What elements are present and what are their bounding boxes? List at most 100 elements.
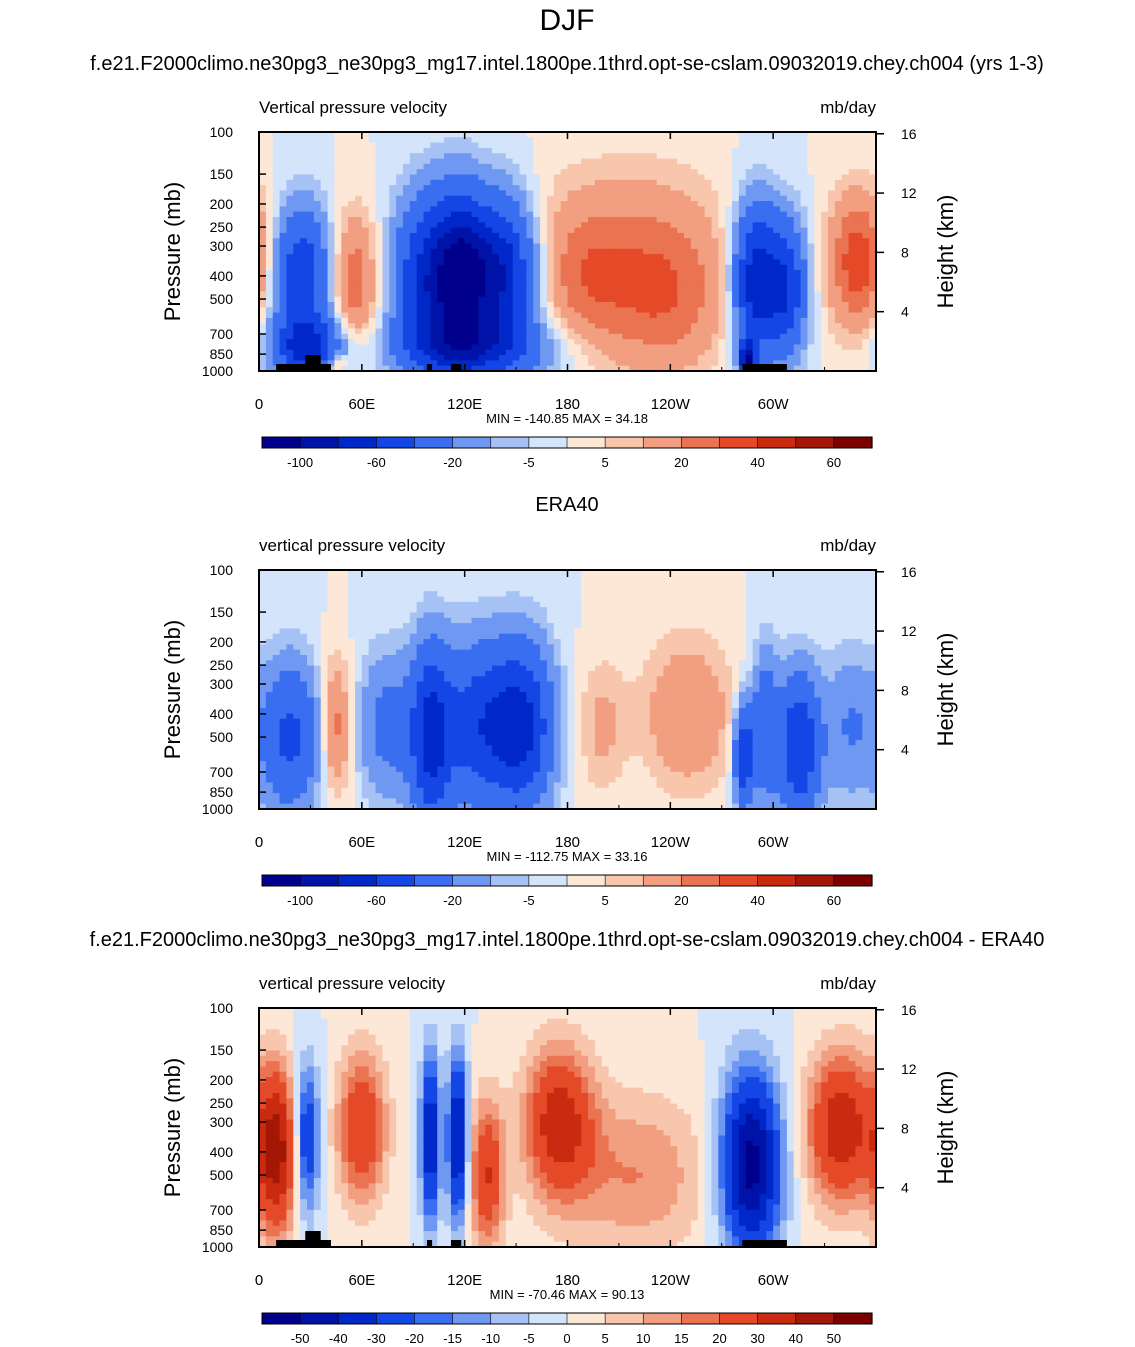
heatmap-cell — [361, 339, 370, 346]
heatmap-cell — [807, 163, 815, 170]
heatmap-cell — [588, 317, 596, 324]
heatmap-cell — [430, 275, 438, 282]
heatmap-cell — [300, 185, 308, 192]
heatmap-cell — [732, 601, 740, 608]
heatmap-cell — [259, 601, 267, 608]
heatmap-cell — [841, 211, 850, 218]
heatmap-cell — [265, 333, 274, 340]
heatmap-cell — [492, 137, 500, 144]
heatmap-cell — [560, 222, 569, 229]
heatmap-cell — [450, 190, 459, 197]
heatmap-cell — [766, 179, 774, 186]
heatmap-cell — [498, 349, 507, 356]
heatmap-cell — [581, 216, 589, 223]
heatmap-cell — [738, 580, 747, 587]
heatmap-cell — [766, 132, 774, 138]
heatmap-cell — [649, 206, 658, 213]
heatmap-cell — [601, 195, 610, 202]
heatmap-cell — [293, 612, 301, 619]
heatmap-cell — [704, 147, 713, 154]
heatmap-cell — [697, 323, 706, 330]
heatmap-cell — [560, 360, 569, 367]
heatmap-cell — [334, 137, 342, 144]
heatmap-cell — [457, 591, 466, 598]
heatmap-cell — [759, 585, 767, 592]
heatmap-cell — [841, 286, 850, 292]
heatmap-cell — [704, 201, 713, 207]
heatmap-cell — [533, 248, 541, 255]
heatmap-cell — [793, 243, 802, 250]
heatmap-cell — [272, 323, 281, 330]
heatmap-cell — [649, 248, 658, 255]
heatmap-cell — [553, 211, 562, 218]
heatmap-cell — [430, 179, 438, 186]
heatmap-cell — [656, 323, 665, 330]
heatmap-cell — [279, 591, 288, 598]
heatmap-cell — [279, 580, 288, 587]
heatmap-cell — [540, 211, 548, 218]
heatmap-cell — [416, 601, 425, 608]
heatmap-cell — [759, 301, 767, 308]
heatmap-cell — [711, 190, 719, 197]
heatmap-cell — [814, 211, 822, 218]
heatmap-cell — [485, 580, 493, 587]
heatmap-cell — [471, 596, 479, 603]
heatmap-cell — [800, 601, 809, 608]
heatmap-cell — [786, 147, 795, 154]
heatmap-cell — [320, 169, 329, 176]
heatmap-cell — [450, 248, 459, 255]
heatmap-cell — [649, 238, 658, 245]
heatmap-cell — [341, 254, 349, 261]
heatmap-cell — [560, 227, 569, 234]
heatmap-cell — [759, 264, 767, 271]
heatmap-cell — [855, 301, 863, 308]
heatmap-cell — [828, 280, 836, 287]
heatmap-cell — [848, 323, 857, 330]
heatmap-cell — [361, 355, 370, 361]
heatmap-cell — [841, 222, 850, 229]
heatmap-cell — [464, 142, 473, 149]
heatmap-cell — [581, 280, 589, 287]
heatmap-cell — [656, 147, 665, 154]
heatmap-cell — [594, 201, 603, 207]
heatmap-cell — [718, 222, 726, 229]
heatmap-cell — [636, 355, 644, 361]
heatmap-cell — [540, 301, 548, 308]
heatmap-cell — [786, 211, 795, 218]
heatmap-cell — [560, 206, 569, 213]
heatmap-cell — [553, 169, 562, 176]
heatmap-cell — [382, 275, 390, 282]
heatmap-cell — [444, 216, 452, 223]
heatmap-cell — [382, 612, 390, 619]
heatmap-cell — [478, 222, 486, 229]
heatmap-cell — [656, 227, 665, 234]
heatmap-cell — [526, 153, 534, 160]
heatmap-cell — [670, 307, 678, 314]
heatmap-cell — [800, 190, 809, 197]
heatmap-cell — [862, 365, 870, 371]
heatmap-cell — [711, 158, 719, 165]
heatmap-cell — [553, 575, 562, 582]
heatmap-cell — [745, 137, 754, 144]
heatmap-cell — [828, 185, 836, 192]
heatmap-cell — [560, 254, 569, 261]
heatmap-cell — [348, 291, 356, 298]
heatmap-cell — [697, 333, 706, 340]
heatmap-cell — [636, 169, 644, 176]
heatmap-cell — [588, 360, 596, 367]
heatmap-cell — [334, 222, 342, 229]
heatmap-cell — [636, 601, 644, 608]
heatmap-cell — [478, 137, 486, 144]
heatmap-cell — [498, 301, 507, 308]
heatmap-cell — [423, 607, 431, 614]
heatmap-cell — [382, 585, 390, 592]
heatmap-cell — [766, 575, 774, 582]
heatmap-cell — [807, 317, 815, 324]
heatmap-cell — [293, 617, 301, 624]
heatmap-cell — [300, 174, 308, 181]
y-axis-title: Pressure (mb) — [160, 182, 185, 321]
heatmap-cell — [711, 216, 719, 223]
heatmap-cell — [581, 147, 589, 154]
heatmap-cell — [354, 575, 363, 582]
heatmap-cell — [567, 360, 575, 367]
